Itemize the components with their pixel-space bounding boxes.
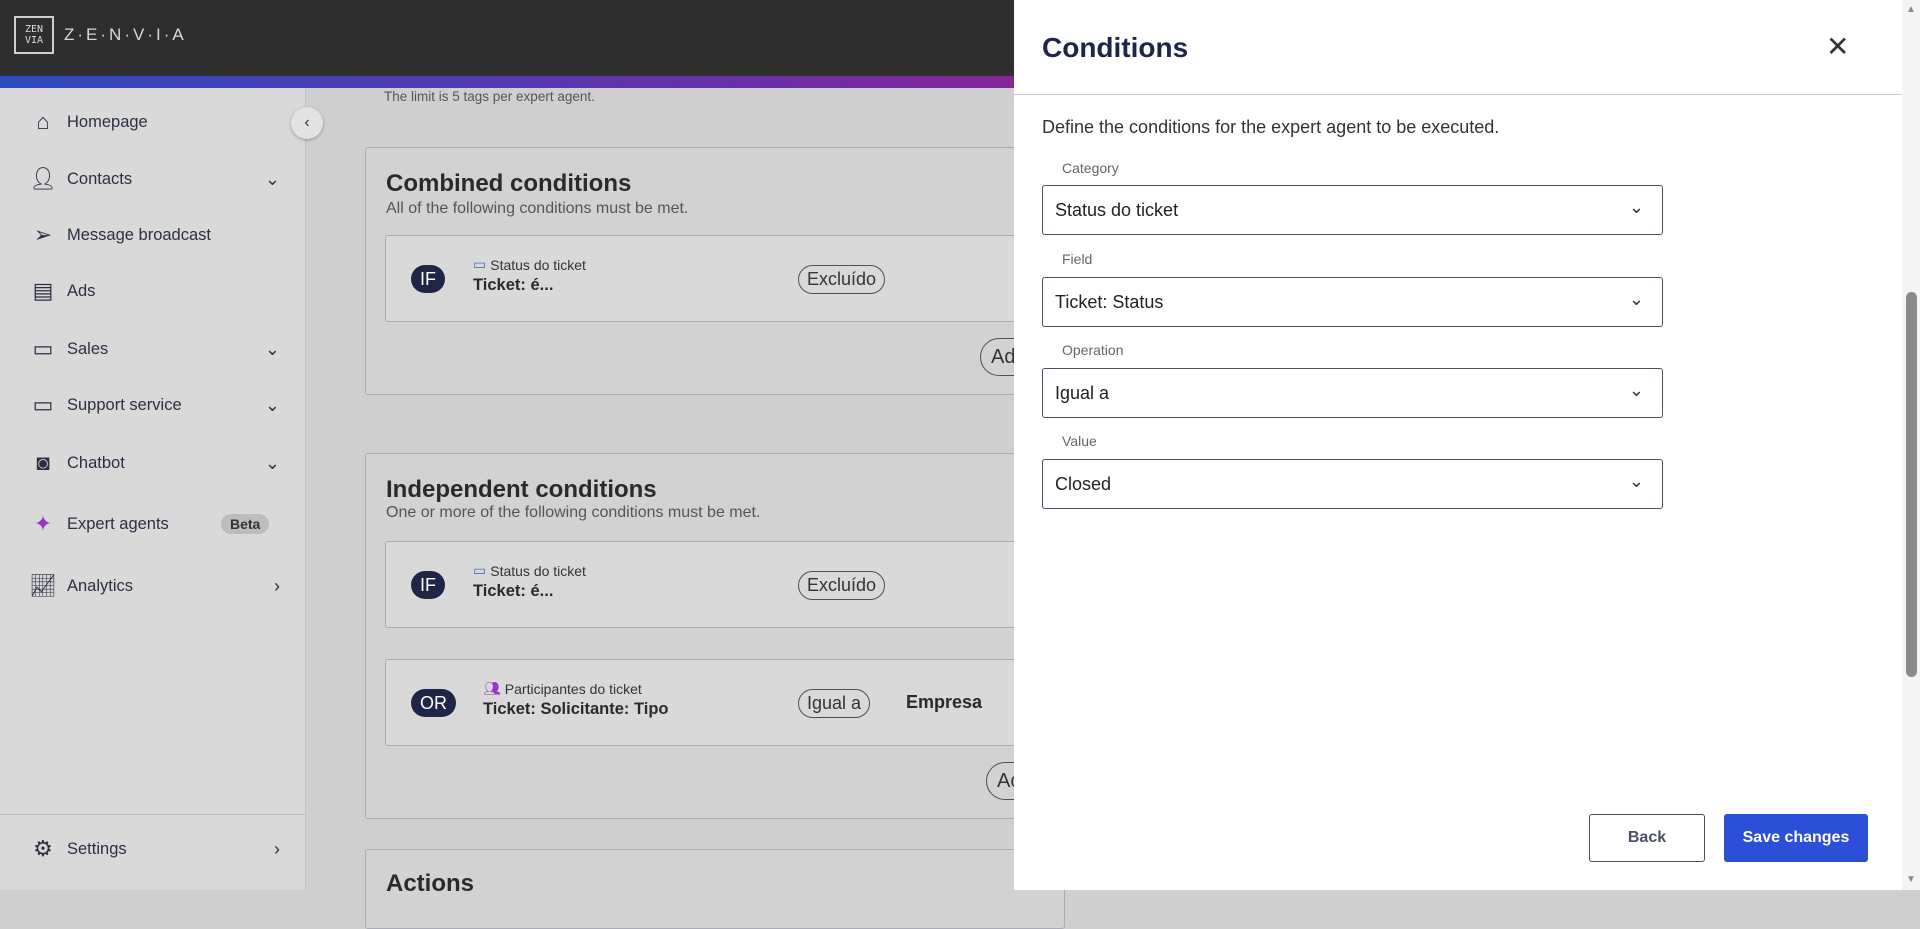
logo-mark: ZEN VIA: [14, 16, 54, 54]
back-button[interactable]: Back: [1589, 814, 1705, 862]
collapse-sidebar-button[interactable]: ‹: [291, 107, 323, 139]
close-icon[interactable]: ✕: [1826, 31, 1850, 62]
robot-icon: ◙: [36, 450, 50, 475]
ticket-icon: ▭: [473, 256, 487, 272]
condition-value: Empresa: [906, 692, 983, 712]
drawer-title: Conditions: [1042, 32, 1189, 63]
send-icon: ➢: [33, 222, 53, 247]
condition-row[interactable]: IF ▭ Status do ticket Ticket: é... Excluí…: [385, 235, 1085, 322]
condition-row[interactable]: IF ▭ Status do ticket Ticket: é... Excluí…: [385, 541, 1085, 628]
scrollbar-thumb[interactable]: [1906, 292, 1917, 677]
if-badge: IF: [411, 265, 445, 293]
operator-chip: Excluído: [798, 571, 886, 600]
scrollbar[interactable]: ▲ ▼: [1902, 0, 1920, 890]
sidebar-item-ads[interactable]: ▤ Ads: [0, 271, 306, 311]
section-subtitle: All of the following conditions must be …: [386, 200, 689, 217]
condition-category: ▭ Status do ticket: [473, 562, 586, 579]
section-title: Combined conditions: [386, 170, 632, 197]
ticket-icon: ▭: [473, 562, 487, 578]
save-changes-button[interactable]: Save changes: [1724, 814, 1868, 862]
operator-chip: Igual a: [798, 689, 871, 718]
chevron-down-icon: ⌄: [264, 338, 280, 359]
sidebar-item-homepage[interactable]: ⌂ Homepage: [0, 102, 306, 142]
chevron-down-icon: ⌄: [1628, 197, 1644, 217]
operator-chip: Excluído: [798, 265, 886, 294]
condition-row[interactable]: OR 👥︎ Participantes do ticket Ticket: Sol…: [385, 659, 1085, 746]
document-icon: ▤: [32, 278, 54, 303]
drawer-description: Define the conditions for the expert age…: [1042, 117, 1500, 137]
sidebar-item-chatbot[interactable]: ◙ Chatbot ⌄: [0, 443, 306, 483]
person-icon: 👤︎: [29, 166, 57, 191]
actions-card: Actions: [365, 849, 1065, 929]
sidebar-item-support-service[interactable]: ▭ Support service ⌄: [0, 385, 306, 425]
sidebar-item-settings[interactable]: ⚙ Settings ›: [0, 829, 306, 869]
drawer-divider: [1014, 94, 1902, 95]
chevron-left-icon: ‹: [304, 114, 310, 131]
chevron-down-icon: ⌄: [1628, 380, 1644, 400]
condition-field: Ticket: Solicitante: Tipo: [483, 700, 669, 718]
chevron-down-icon: ⌄: [1628, 471, 1644, 491]
sidebar-item-contacts[interactable]: 👤︎ Contacts ⌄: [29, 166, 280, 191]
people-icon: 👥︎: [483, 680, 501, 696]
field-label: Field: [1062, 251, 1093, 267]
section-subtitle: One or more of the following conditions …: [386, 504, 761, 521]
section-title: Independent conditions: [386, 476, 657, 503]
scroll-up-icon[interactable]: ▲: [1906, 4, 1916, 15]
condition-field: Ticket: é...: [473, 582, 554, 600]
sidebar-item-analytics[interactable]: 📈︎ Analytics ›: [29, 573, 280, 598]
tag-limit-hint: The limit is 5 tags per expert agent.: [384, 89, 595, 104]
sidebar: ⌂ Homepage 👤︎ Contacts ⌄ ➢ Message broadcast…: [0, 88, 306, 890]
sparkle-icon: ✦: [33, 511, 53, 536]
category-label: Category: [1062, 160, 1119, 176]
chevron-down-icon: ⌄: [1628, 289, 1644, 309]
category-select[interactable]: Status do ticket ⌄: [1042, 185, 1663, 235]
gear-icon: ⚙: [33, 836, 53, 861]
if-badge: IF: [411, 571, 445, 599]
zenvia-logo[interactable]: ZEN VIA Z·E·N·V·I·A: [14, 16, 187, 54]
chevron-right-icon: ›: [274, 838, 280, 859]
beta-badge: Beta: [221, 514, 270, 534]
independent-conditions-card: Independent conditions One or more of th…: [365, 453, 1085, 819]
conditions-drawer: Conditions ✕ Define the conditions for t…: [1014, 0, 1920, 890]
chevron-down-icon: ⌄: [264, 394, 280, 415]
field-select[interactable]: Ticket: Status ⌄: [1042, 277, 1663, 327]
or-badge: OR: [411, 689, 456, 717]
section-title: Actions: [386, 870, 475, 897]
chevron-down-icon: ⌄: [264, 168, 280, 189]
ticket-icon: ▭: [32, 392, 54, 417]
condition-category: ▭ Status do ticket: [473, 256, 586, 273]
condition-field: Ticket: é...: [473, 276, 554, 294]
home-icon: ⌂: [36, 109, 50, 134]
chart-icon: 📈︎: [29, 573, 57, 598]
value-label: Value: [1062, 433, 1097, 449]
value-select[interactable]: Closed ⌄: [1042, 459, 1663, 509]
brand-name: Z·E·N·V·I·A: [64, 25, 187, 44]
chevron-down-icon: ⌄: [264, 452, 280, 473]
chat-icon: ▭: [32, 336, 54, 361]
scroll-down-icon[interactable]: ▼: [1906, 874, 1916, 885]
operation-select[interactable]: Igual a ⌄: [1042, 368, 1663, 418]
operation-label: Operation: [1062, 342, 1124, 358]
sidebar-item-expert-agents[interactable]: ✦ Expert agents Beta: [0, 504, 306, 544]
condition-category: 👥︎ Participantes do ticket: [483, 680, 642, 697]
chevron-right-icon: ›: [274, 575, 280, 596]
sidebar-item-message-broadcast[interactable]: ➢ Message broadcast: [0, 215, 306, 255]
combined-conditions-card: Combined conditions All of the following…: [365, 147, 1085, 395]
sidebar-item-sales[interactable]: ▭ Sales ⌄: [0, 329, 306, 369]
sidebar-divider: [0, 814, 306, 815]
